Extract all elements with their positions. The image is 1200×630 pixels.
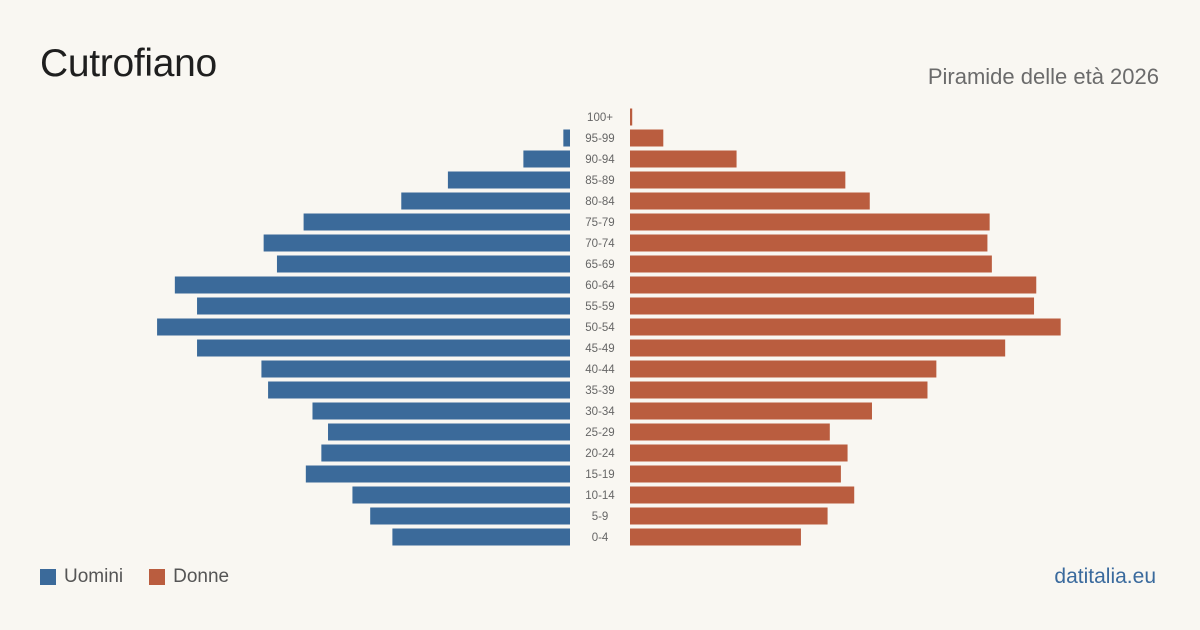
- bar-women-65-69: [630, 255, 992, 273]
- age-label-85-89: 85-89: [585, 175, 614, 187]
- age-label-55-59: 55-59: [585, 301, 614, 313]
- bar-men-55-59: [197, 297, 571, 315]
- age-label-90-94: 90-94: [585, 154, 615, 166]
- age-label-95-99: 95-99: [585, 133, 614, 145]
- bar-men-25-29: [328, 423, 570, 441]
- age-label-35-39: 35-39: [585, 385, 614, 397]
- legend-label-women: Donne: [173, 566, 230, 587]
- age-label-50-54: 50-54: [585, 322, 615, 334]
- bar-men-60-64: [174, 276, 570, 294]
- bar-women-50-54: [630, 318, 1061, 336]
- age-label-70-74: 70-74: [585, 238, 615, 250]
- bar-men-95-99: [563, 129, 570, 147]
- age-label-65-69: 65-69: [585, 259, 614, 271]
- bar-women-90-94: [630, 150, 737, 168]
- bar-men-70-74: [263, 234, 570, 252]
- bar-men-85-89: [447, 171, 570, 189]
- age-label-0-4: 0-4: [592, 532, 609, 544]
- legend-label-men: Uomini: [64, 566, 124, 587]
- age-label-25-29: 25-29: [585, 427, 614, 439]
- bar-women-0-4: [630, 528, 801, 546]
- bar-women-55-59: [630, 297, 1035, 315]
- bar-women-70-74: [630, 234, 988, 252]
- bar-men-10-14: [352, 486, 570, 504]
- bar-men-50-54: [157, 318, 570, 336]
- bar-men-15-19: [305, 465, 570, 483]
- bar-women-45-49: [630, 339, 1006, 357]
- bar-women-60-64: [630, 276, 1037, 294]
- age-label-10-14: 10-14: [585, 490, 615, 502]
- age-label-40-44: 40-44: [585, 364, 615, 376]
- bar-women-75-79: [630, 213, 990, 231]
- bar-men-65-69: [276, 255, 570, 273]
- bar-men-80-84: [401, 192, 570, 210]
- age-label-100plus: 100+: [587, 112, 613, 124]
- bar-women-25-29: [630, 423, 830, 441]
- bar-men-90-94: [523, 150, 570, 168]
- bar-men-30-34: [312, 402, 570, 420]
- bar-women-80-84: [630, 192, 870, 210]
- bar-men-0-4: [392, 528, 570, 546]
- age-label-45-49: 45-49: [585, 343, 614, 355]
- legend-swatch-women: [149, 569, 166, 585]
- age-label-15-19: 15-19: [585, 469, 614, 481]
- age-label-30-34: 30-34: [585, 406, 615, 418]
- bar-women-85-89: [630, 171, 846, 189]
- legend: Uomini Donne: [40, 566, 255, 588]
- brand-link[interactable]: datitalia.eu: [1054, 565, 1156, 588]
- bar-men-35-39: [268, 381, 570, 399]
- legend-swatch-men: [40, 569, 56, 585]
- bar-women-20-24: [630, 444, 848, 462]
- age-label-20-24: 20-24: [585, 448, 615, 460]
- bar-women-15-19: [630, 465, 841, 483]
- bar-men-20-24: [321, 444, 570, 462]
- age-label-60-64: 60-64: [585, 280, 615, 292]
- age-label-75-79: 75-79: [585, 217, 614, 229]
- bar-women-40-44: [630, 360, 937, 378]
- age-label-5-9: 5-9: [592, 511, 609, 523]
- bar-women-5-9: [630, 507, 828, 525]
- legend-item-men: Uomini: [40, 566, 123, 588]
- legend-item-women: Donne: [149, 566, 229, 588]
- bar-men-5-9: [370, 507, 570, 525]
- bar-men-75-79: [303, 213, 570, 231]
- chart-subtitle: Piramide delle età 2026: [927, 64, 1159, 89]
- bar-women-10-14: [630, 486, 855, 504]
- bar-women-35-39: [630, 381, 928, 399]
- bar-men-40-44: [261, 360, 570, 378]
- chart-title: Cutrofiano: [40, 42, 217, 85]
- bar-women-100plus: [630, 108, 633, 126]
- bar-women-95-99: [630, 129, 664, 147]
- age-label-80-84: 80-84: [585, 196, 615, 208]
- bar-men-45-49: [197, 339, 571, 357]
- bar-women-30-34: [630, 402, 872, 420]
